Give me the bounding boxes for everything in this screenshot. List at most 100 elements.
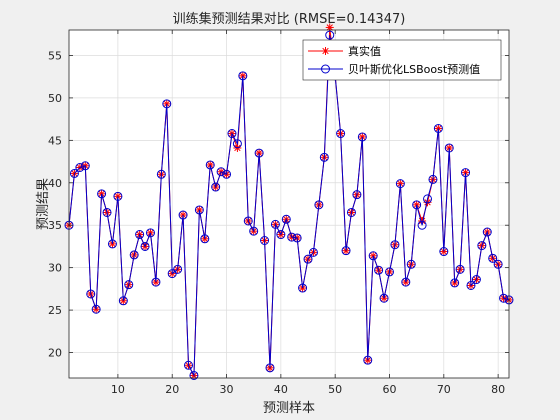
data-point-predicted xyxy=(439,247,449,257)
data-point-predicted xyxy=(493,259,503,269)
data-point-predicted xyxy=(423,194,433,204)
legend-marker-actual xyxy=(321,47,330,55)
data-point-predicted xyxy=(308,247,318,257)
data-point-predicted xyxy=(232,139,242,149)
data-point-predicted xyxy=(417,220,427,230)
data-point-predicted xyxy=(178,210,188,220)
data-point-predicted xyxy=(151,277,161,287)
data-point-predicted xyxy=(303,254,313,264)
y-axis-label: 预测结果 xyxy=(36,178,51,230)
data-point-predicted xyxy=(107,239,117,249)
data-point-predicted xyxy=(102,207,112,217)
data-point-predicted xyxy=(80,161,90,171)
data-point-predicted xyxy=(238,71,248,81)
data-point-predicted xyxy=(482,227,492,237)
data-point-predicted xyxy=(135,230,145,240)
y-tick-label: 35 xyxy=(48,219,62,232)
data-point-predicted xyxy=(319,152,329,162)
data-point-predicted xyxy=(314,200,324,210)
data-point-predicted xyxy=(227,129,237,139)
data-point-predicted xyxy=(75,163,85,173)
legend-asterisk xyxy=(321,47,330,55)
legend-label-predicted: 贝叶斯优化LSBoost预测值 xyxy=(348,62,480,76)
data-point-predicted xyxy=(379,293,389,303)
data-point-predicted xyxy=(428,174,438,184)
data-point-predicted xyxy=(222,169,232,179)
x-tick-label: 40 xyxy=(274,383,288,396)
data-point-predicted xyxy=(276,230,286,240)
data-point-predicted xyxy=(471,275,481,285)
data-point-predicted xyxy=(265,363,275,373)
data-point-predicted xyxy=(173,264,183,274)
data-point-predicted xyxy=(140,241,150,251)
x-tick-label: 20 xyxy=(165,383,179,396)
legend-label-actual: 真实值 xyxy=(348,44,381,58)
data-point-predicted xyxy=(357,132,367,142)
data-point-predicted xyxy=(86,289,96,299)
data-point-predicted xyxy=(145,228,155,238)
data-point-predicted xyxy=(189,370,199,380)
data-point-predicted xyxy=(292,233,302,243)
data-point-predicted xyxy=(384,267,394,277)
y-tick-label: 40 xyxy=(48,177,62,190)
data-point-predicted xyxy=(368,251,378,261)
data-point-predicted xyxy=(281,214,291,224)
data-point-predicted xyxy=(466,280,476,290)
data-point-predicted xyxy=(287,232,297,242)
data-point-predicted xyxy=(461,168,471,178)
x-axis-label: 预测样本 xyxy=(263,401,315,416)
x-tick-label: 50 xyxy=(328,383,342,396)
plot-area xyxy=(69,30,509,378)
data-point-predicted xyxy=(260,235,270,245)
data-point-predicted xyxy=(249,226,259,236)
x-tick-label: 80 xyxy=(491,383,505,396)
data-point-predicted xyxy=(336,129,346,139)
y-tick-label: 45 xyxy=(48,134,62,147)
data-point-predicted xyxy=(216,167,226,177)
x-tick-label: 30 xyxy=(220,383,234,396)
y-tick-label: 50 xyxy=(48,92,62,105)
data-point-predicted xyxy=(69,168,79,178)
data-point-predicted xyxy=(124,280,134,290)
data-point-predicted xyxy=(184,360,194,370)
data-point-predicted xyxy=(211,182,221,192)
data-point-predicted xyxy=(363,355,373,365)
data-point-predicted xyxy=(499,293,509,303)
data-point-predicted xyxy=(298,283,308,293)
data-point-predicted xyxy=(406,259,416,269)
data-point-predicted xyxy=(162,99,172,109)
legend: 真实值 贝叶斯优化LSBoost预测值 xyxy=(302,39,502,81)
series-layer xyxy=(64,23,514,380)
ticks: 10 20 30 40 50 60 70 80 20 25 30 35 40 45 50 55 xyxy=(48,30,509,396)
data-point-predicted xyxy=(156,169,166,179)
legend-box xyxy=(302,39,502,81)
data-point-predicted xyxy=(270,219,280,229)
data-point-predicted xyxy=(374,265,384,275)
data-point-predicted xyxy=(433,123,443,133)
legend-marker-predicted xyxy=(321,64,330,74)
data-point-predicted xyxy=(91,304,101,314)
x-tick-label: 60 xyxy=(382,383,396,396)
data-point-predicted xyxy=(444,143,454,153)
data-point-predicted xyxy=(395,179,405,189)
data-point-predicted xyxy=(346,207,356,217)
y-tick-label: 25 xyxy=(48,304,62,317)
y-tick-label: 30 xyxy=(48,262,62,275)
data-point-predicted xyxy=(113,191,123,201)
data-point-predicted xyxy=(488,253,498,263)
data-point-predicted xyxy=(477,241,487,251)
series-line-predicted xyxy=(68,35,510,378)
data-point-predicted xyxy=(243,216,253,226)
plot-frame xyxy=(68,29,510,379)
data-point-predicted xyxy=(97,189,107,199)
data-point-predicted xyxy=(254,148,264,158)
data-point-predicted xyxy=(325,30,335,40)
data-point-predicted xyxy=(194,205,204,215)
data-point-predicted xyxy=(412,200,422,210)
legend-entry-predicted: 贝叶斯优化LSBoost预测值 xyxy=(308,62,480,76)
data-point-predicted xyxy=(352,190,362,200)
data-point-predicted xyxy=(455,264,465,274)
data-point-predicted xyxy=(129,250,139,260)
data-point-predicted xyxy=(341,246,351,256)
